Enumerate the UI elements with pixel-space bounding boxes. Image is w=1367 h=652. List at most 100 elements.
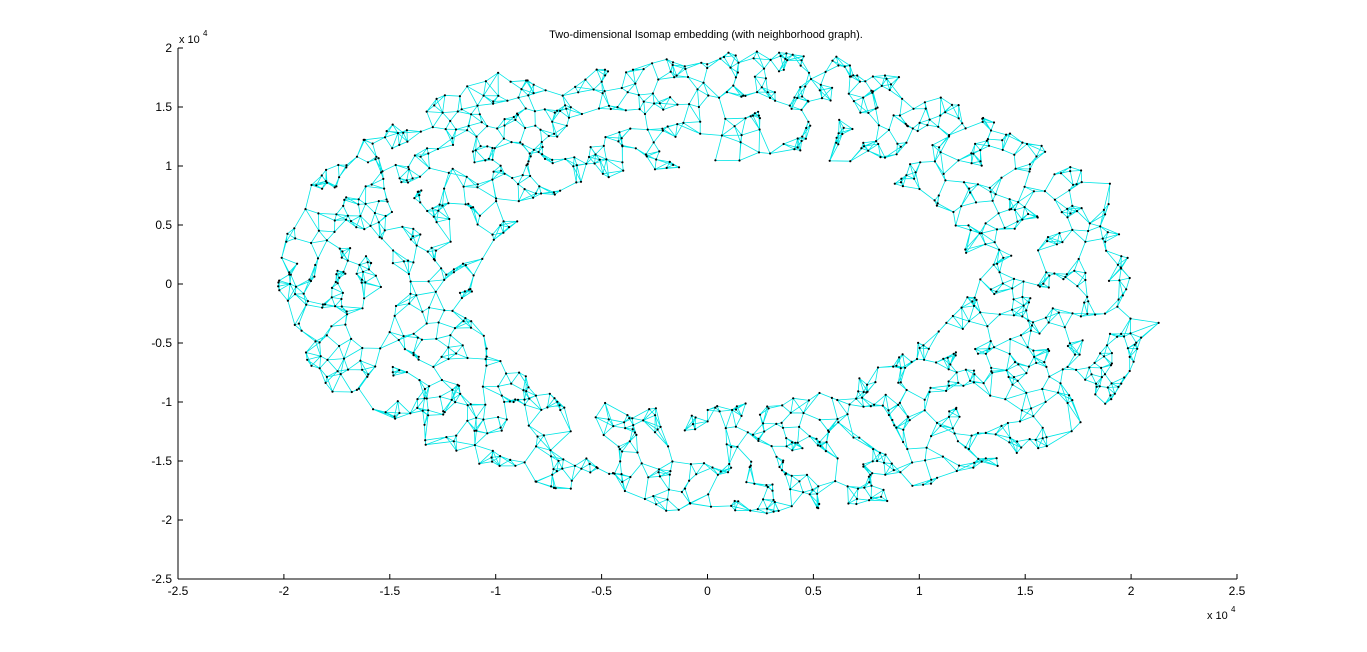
data-point [1157,321,1160,324]
data-point [902,428,905,431]
data-point [476,183,479,186]
data-point [1013,227,1016,230]
data-point [341,291,344,294]
data-point [551,120,554,123]
data-point [1135,341,1138,344]
data-point [979,311,982,314]
data-point [970,434,973,437]
data-point [448,217,451,221]
data-point [669,70,672,73]
data-point [382,177,385,180]
data-point [1086,312,1089,315]
data-point [462,320,465,323]
data-point [1084,378,1087,381]
data-point [691,423,695,426]
data-point [726,471,730,474]
data-point [333,230,336,233]
data-point [325,181,329,184]
data-point [818,89,821,92]
data-point [418,379,421,382]
data-point [406,140,409,143]
data-point [981,117,984,120]
data-point [856,487,860,490]
data-point [606,70,610,73]
data-point [1028,163,1031,166]
data-point [735,405,739,408]
data-point [634,147,637,150]
data-point [1008,132,1012,135]
data-point [809,124,812,127]
data-point [1012,298,1015,301]
data-point [616,106,619,109]
data-point [575,164,579,167]
data-point [1041,426,1044,429]
data-point [416,398,419,401]
data-point [1122,335,1126,338]
data-point [939,151,942,154]
data-point [1117,385,1120,388]
data-point [974,201,978,204]
data-point [1095,385,1098,388]
data-point [595,68,598,71]
data-point [846,485,849,488]
data-point [905,388,908,392]
data-point [809,77,813,81]
data-point [993,292,996,296]
data-point [933,199,936,202]
data-point [862,463,865,466]
data-point [1016,440,1019,443]
data-point [360,278,363,281]
data-point [426,250,429,253]
data-point [873,403,876,406]
data-point [634,82,637,85]
data-point [455,352,458,355]
data-point [349,220,353,223]
data-point [304,208,307,211]
data-point [320,174,323,177]
data-point [421,310,424,313]
data-point [1005,369,1008,372]
data-point [491,460,494,463]
data-point [564,157,567,161]
data-point [345,196,348,199]
data-point [1120,255,1123,258]
data-point [607,176,610,179]
data-point [435,221,438,224]
data-point [827,429,830,432]
data-point [905,141,908,144]
data-point [436,147,439,151]
data-point [553,132,556,135]
data-point [765,512,768,515]
data-point [421,409,424,412]
data-point [686,75,690,79]
data-point [992,346,996,349]
data-point [394,417,397,420]
data-point [804,85,807,88]
data-point [871,460,874,463]
data-point [454,128,458,131]
data-point [816,444,820,447]
data-point [444,128,447,131]
data-point [533,110,537,113]
data-point [556,135,559,138]
data-point [867,149,870,152]
data-point [824,70,827,73]
data-point [1066,207,1069,210]
data-point [326,358,329,361]
data-point [310,364,313,367]
data-point [1031,321,1035,324]
data-point [782,459,785,462]
data-point [951,314,955,318]
data-point [464,203,467,206]
data-point [464,317,467,320]
data-point [325,375,328,378]
data-point [427,414,430,417]
data-point [884,393,887,396]
data-point [868,499,871,502]
data-point [1009,338,1012,341]
data-point [1026,346,1029,349]
x-tick-label: 1.5 [1017,584,1034,598]
data-point [495,197,498,200]
data-point [995,457,998,460]
